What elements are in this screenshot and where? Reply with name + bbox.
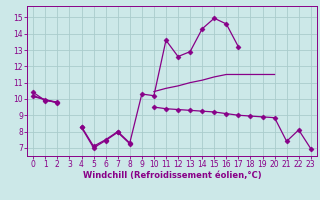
X-axis label: Windchill (Refroidissement éolien,°C): Windchill (Refroidissement éolien,°C): [83, 171, 261, 180]
